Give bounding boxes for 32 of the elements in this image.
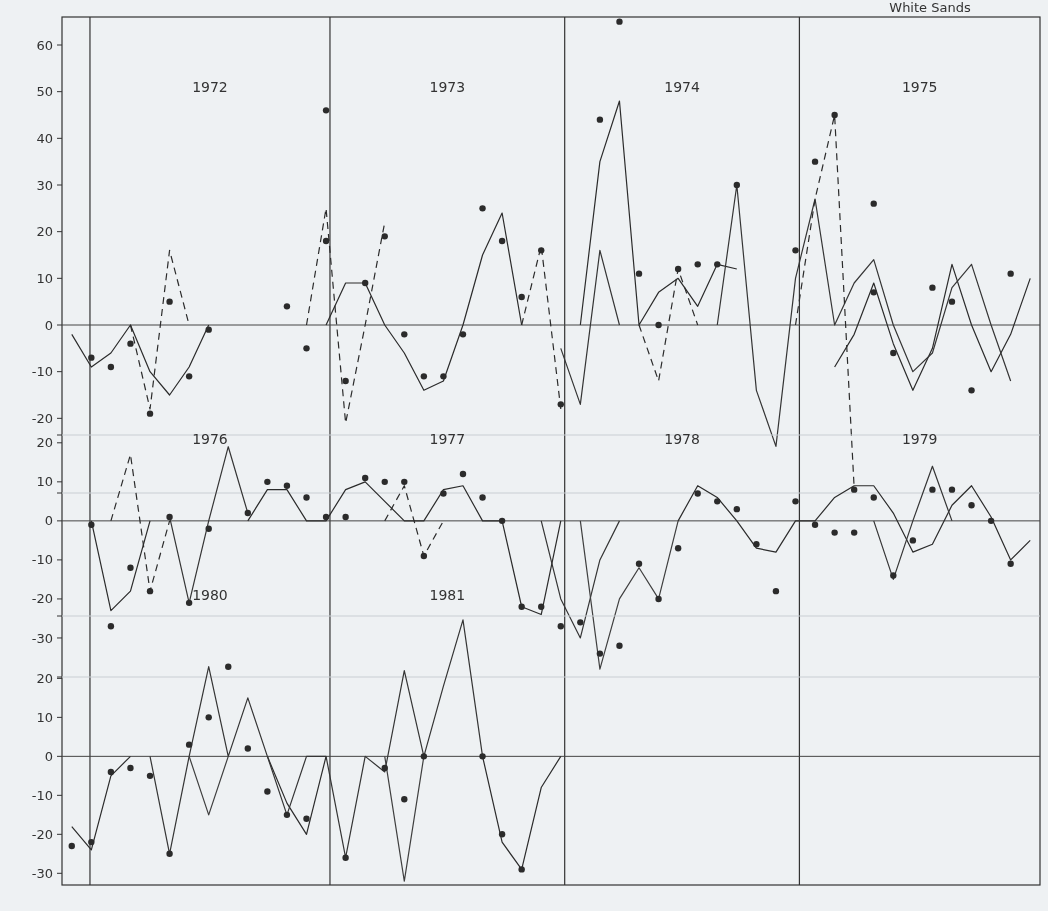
y-tick-label: -30: [31, 865, 53, 881]
annotation: 1978: [664, 431, 700, 447]
annotation: 1977: [429, 431, 466, 447]
y-tick-label: -20: [31, 826, 53, 842]
annotation: 1972: [192, 79, 228, 95]
annotation: 1979: [901, 431, 938, 447]
y-tick-label: -10: [31, 787, 53, 803]
y-tick-label: -20: [31, 591, 53, 607]
y-tick-label: -20: [31, 410, 53, 426]
annotation: 1976: [192, 431, 228, 447]
y-tick-label: 10: [36, 709, 53, 725]
y-tick-label: 30: [36, 177, 53, 193]
y-tick-label: 10: [36, 270, 53, 286]
y-tick-label: -10: [31, 552, 53, 568]
annotation: 1980: [192, 587, 228, 603]
annotation: 1981: [429, 587, 466, 603]
chart-title: White Sands: [889, 0, 971, 15]
y-tick-label: -30: [31, 630, 53, 646]
y-tick-label: 0: [44, 317, 53, 333]
y-tick-label: -10: [31, 364, 53, 380]
y-tick-label: 60: [36, 37, 53, 53]
y-tick-label: 0: [44, 513, 53, 529]
annotation: 1975: [901, 79, 938, 95]
y-tick-label: 40: [36, 130, 53, 146]
y-tick-label: 20: [36, 670, 53, 686]
annotation: 1973: [429, 79, 466, 95]
y-tick-label: 20: [36, 435, 53, 451]
y-tick-label: 10: [36, 474, 53, 490]
y-tick-label: 20: [36, 224, 53, 240]
y-tick-label: 0: [44, 748, 53, 764]
annotation: 1974: [664, 79, 700, 95]
y-tick-label: 50: [36, 84, 53, 100]
